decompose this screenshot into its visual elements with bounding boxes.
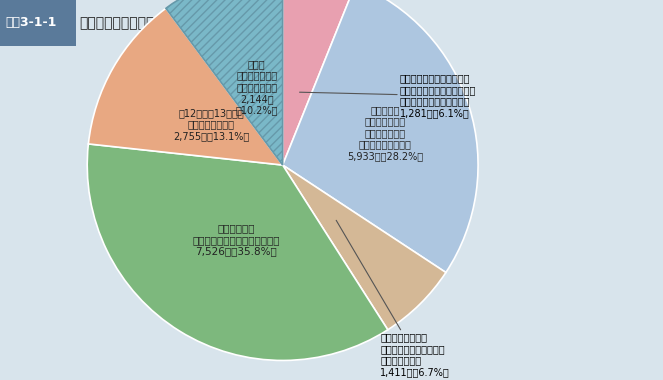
Wedge shape: [166, 0, 282, 165]
Text: 第５条～８条関係（性差別
（募集・採用、配置・昇進、
教育訓練、間接差別等））
1,281件（6.1%）: 第５条～８条関係（性差別 （募集・採用、配置・昇進、 教育訓練、間接差別等）） …: [300, 73, 476, 118]
Text: 図表3-1-1: 図表3-1-1: [5, 16, 56, 29]
Text: その他
（ポジティブ・
アクション等）
2,144件
（10.2%）: その他 （ポジティブ・ アクション等） 2,144件 （10.2%）: [235, 59, 278, 115]
Bar: [0, 0, 76, 46]
Text: 第１１条関係
（セクシュアルハラスメント）
7,526件（35.8%）: 第１１条関係 （セクシュアルハラスメント） 7,526件（35.8%）: [192, 223, 280, 256]
Text: 第１１条の２関係
（妊娠・出産等に関する
ハラスメント）
1,411件（6.7%）: 第１１条の２関係 （妊娠・出産等に関する ハラスメント） 1,411件（6.7%…: [336, 220, 450, 377]
Text: 男女雇用機会均等法に関する相談内容の内訳: 男女雇用機会均等法に関する相談内容の内訳: [80, 16, 247, 30]
Wedge shape: [282, 165, 446, 330]
Wedge shape: [88, 8, 282, 165]
Text: 第12条、第13条関係
（母性健康管理）
2,755件（13.1%）: 第12条、第13条関係 （母性健康管理） 2,755件（13.1%）: [173, 108, 249, 141]
Wedge shape: [282, 0, 355, 165]
Wedge shape: [88, 144, 388, 361]
Wedge shape: [282, 0, 478, 272]
Text: 第９条関係
（婚姻、妊娠・
出産等を理由と
する不利益取扱い）
5,933件（28.2%）: 第９条関係 （婚姻、妊娠・ 出産等を理由と する不利益取扱い） 5,933件（2…: [347, 105, 423, 161]
